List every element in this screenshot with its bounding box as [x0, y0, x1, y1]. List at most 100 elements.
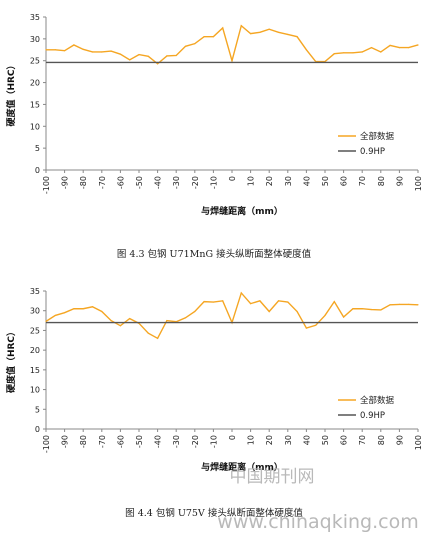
x-tick-label: 90 [395, 176, 404, 186]
x-tick-label: 80 [377, 435, 386, 445]
data-point [352, 308, 354, 310]
y-tick-label: 20 [30, 79, 40, 88]
y-tick-label: 10 [30, 386, 40, 395]
data-point [101, 51, 103, 53]
x-tick-label: -80 [79, 435, 88, 448]
data-point [315, 324, 317, 326]
data-point [361, 51, 363, 53]
data-point [129, 59, 131, 61]
y-tick-label: 15 [30, 100, 40, 109]
x-tick-label: -50 [135, 435, 144, 448]
data-point [166, 55, 168, 57]
data-point [398, 303, 400, 306]
data-point [129, 318, 131, 320]
data-point [222, 27, 224, 29]
data-point [73, 44, 75, 46]
x-tick-label: 40 [302, 176, 311, 186]
x-tick-label: 30 [284, 176, 293, 186]
x-tick-label: 10 [247, 435, 256, 445]
data-point [398, 47, 400, 49]
data-point [166, 319, 168, 322]
y-tick-label: 10 [30, 122, 40, 131]
x-tick-label: 100 [414, 176, 423, 191]
data-point [184, 45, 187, 47]
data-point [157, 337, 159, 339]
x-tick-label: 70 [358, 176, 367, 186]
data-point [91, 51, 94, 53]
data-point [333, 53, 335, 55]
y-tick-label: 35 [30, 287, 40, 296]
data-point [250, 303, 252, 305]
y-tick-label: 25 [30, 57, 40, 66]
data-point [259, 31, 261, 33]
data-point [305, 327, 307, 329]
x-tick-label: -10 [209, 435, 218, 448]
data-point [259, 300, 261, 302]
data-point [333, 301, 335, 303]
x-tick-label: -70 [98, 435, 107, 448]
data-point [370, 47, 373, 49]
x-axis-title: 与焊缝距离（mm） [201, 205, 283, 217]
data-point [268, 310, 270, 313]
data-point [194, 43, 196, 45]
x-tick-label: -60 [116, 176, 125, 189]
data-point [45, 320, 47, 322]
data-point [110, 50, 112, 52]
data-point [54, 49, 56, 51]
figure-caption: 图 4.4 包钢 U75V 接头纵断面整体硬度值 [125, 507, 303, 519]
y-tick-label: 20 [30, 346, 40, 355]
data-point [408, 47, 410, 49]
data-point [389, 44, 391, 47]
data-point [110, 319, 112, 322]
x-tick-label: 50 [321, 435, 330, 445]
y-tick-label: 30 [30, 307, 40, 316]
data-point [389, 304, 391, 306]
data-point [212, 36, 214, 38]
x-tick-label: 0 [228, 176, 237, 181]
x-tick-label: -40 [154, 435, 163, 448]
x-tick-label: -30 [172, 435, 181, 448]
data-point [73, 308, 75, 310]
legend-label: 全部数据 [360, 395, 395, 406]
x-tick-label: 60 [340, 176, 349, 186]
data-point [175, 54, 177, 57]
x-tick-label: -80 [79, 176, 88, 189]
x-tick-label: -100 [42, 176, 51, 194]
watermark-site-url: www.chinaqking.com [217, 511, 418, 533]
x-tick-label: -90 [61, 176, 70, 189]
data-point [184, 317, 187, 319]
series-line-all-data [45, 291, 419, 340]
x-tick-label: 90 [395, 435, 404, 445]
watermark-site-name: 中国期刊网 [230, 467, 315, 487]
x-tick-label: 20 [265, 176, 274, 186]
x-tick-label: 0 [228, 435, 237, 440]
data-point [343, 52, 345, 54]
x-tick-label: 20 [265, 435, 274, 445]
data-point [361, 308, 363, 310]
x-tick-label: -90 [61, 435, 70, 448]
figure-caption: 图 4.3 包钢 U71MnG 接头纵断面整体硬度值 [117, 248, 312, 260]
data-point [194, 310, 196, 313]
data-point [157, 63, 159, 65]
x-tick-label: 50 [321, 176, 330, 186]
x-tick-label: -50 [135, 176, 144, 189]
x-tick-label: 10 [247, 176, 256, 186]
y-tick-label: 5 [35, 405, 40, 414]
data-point [147, 55, 149, 57]
data-point [296, 310, 298, 313]
x-tick-label: -40 [154, 176, 163, 189]
legend-label: 0.9HP [360, 411, 385, 421]
data-point [240, 25, 242, 27]
data-point [222, 300, 224, 302]
data-point [45, 49, 47, 51]
y-axis-title: 硬度值（HRC） [5, 60, 17, 126]
x-axis-title: 与焊缝距离（mm） [201, 461, 283, 473]
x-tick-label: 30 [284, 435, 293, 445]
data-point [380, 51, 382, 53]
data-point [82, 308, 84, 310]
x-tick-label: -70 [98, 176, 107, 189]
y-tick-label: 30 [30, 35, 40, 44]
data-point [203, 36, 205, 38]
